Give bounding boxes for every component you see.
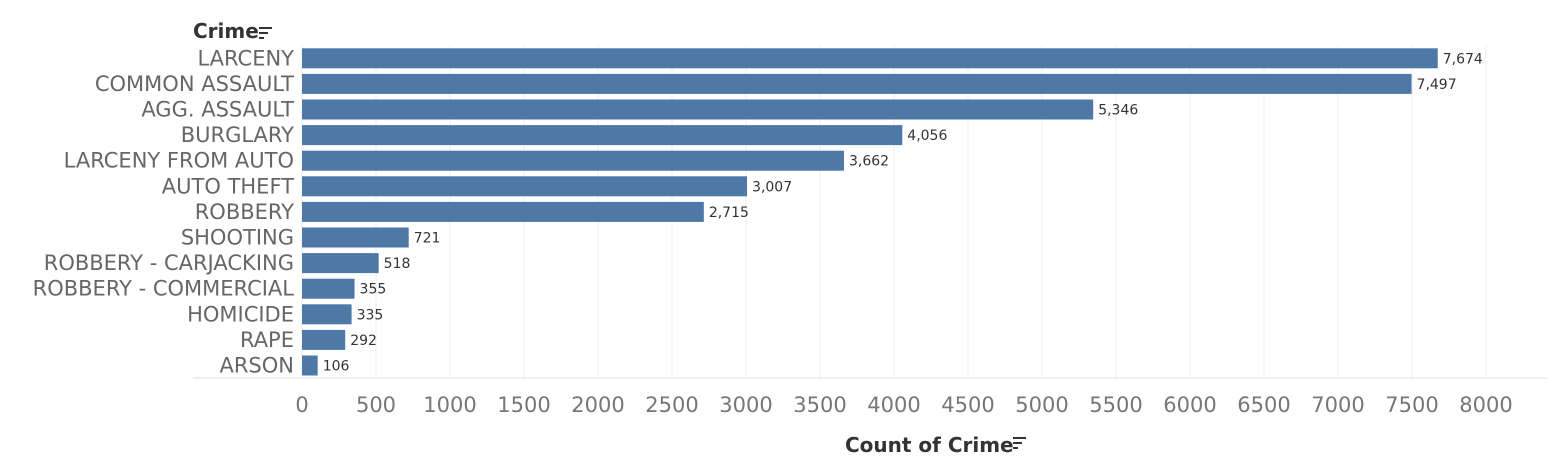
- x-tick-label: 7500: [1385, 393, 1438, 417]
- sort-descending-icon[interactable]: [1013, 437, 1026, 449]
- x-tick-label: 3500: [793, 393, 846, 417]
- category-label[interactable]: LARCENY: [197, 46, 294, 70]
- x-tick-label: 5500: [1089, 393, 1142, 417]
- bar[interactable]: [302, 73, 1412, 94]
- category-label[interactable]: BURGLARY: [181, 123, 294, 147]
- bar[interactable]: [302, 176, 748, 197]
- bar[interactable]: [302, 253, 379, 274]
- bar[interactable]: [302, 329, 346, 350]
- data-label: 7,497: [1417, 77, 1457, 93]
- category-label[interactable]: ARSON: [219, 354, 294, 378]
- category-label[interactable]: HOMICIDE: [187, 302, 294, 326]
- x-axis-ticks: 0 500 1000 1500 2000 2500 3000 3500 4000 4500 5000…: [295, 393, 1512, 417]
- x-axis-title[interactable]: Count of Crime: [845, 433, 1014, 457]
- category-label[interactable]: ROBBERY - CARJACKING: [44, 251, 294, 275]
- category-label[interactable]: SHOOTING: [181, 226, 294, 250]
- category-label[interactable]: COMMON ASSAULT: [95, 72, 294, 96]
- category-label[interactable]: AGG. ASSAULT: [141, 98, 294, 122]
- data-label: 106: [323, 359, 350, 375]
- data-label: 355: [360, 282, 387, 298]
- x-tick-label: 500: [356, 393, 396, 417]
- x-tick-label: 8000: [1459, 393, 1512, 417]
- bar[interactable]: [302, 48, 1438, 69]
- x-tick-label: 2500: [645, 393, 698, 417]
- category-label[interactable]: AUTO THEFT: [162, 174, 294, 198]
- bar[interactable]: [302, 99, 1094, 120]
- data-label: 4,056: [907, 128, 947, 144]
- category-label[interactable]: ROBBERY - COMMERCIAL: [33, 277, 295, 301]
- data-label: 721: [414, 231, 441, 247]
- bar[interactable]: [302, 304, 352, 325]
- bar[interactable]: [302, 278, 355, 299]
- x-tick-label: 1500: [497, 393, 550, 417]
- x-tick-label: 1000: [423, 393, 476, 417]
- data-label: 5,346: [1098, 103, 1138, 119]
- bar[interactable]: [302, 125, 903, 146]
- data-label: 3,007: [752, 179, 792, 195]
- x-tick-label: 0: [295, 393, 308, 417]
- data-label: 518: [384, 256, 411, 272]
- data-label: 335: [357, 307, 384, 323]
- x-tick-label: 4500: [941, 393, 994, 417]
- row-header-title[interactable]: Crime: [193, 19, 259, 43]
- bar[interactable]: [302, 150, 844, 171]
- x-tick-label: 7000: [1311, 393, 1364, 417]
- data-label: 292: [350, 333, 377, 349]
- category-label[interactable]: RAPE: [240, 328, 294, 352]
- bar[interactable]: [302, 355, 318, 376]
- bars: [302, 48, 1438, 376]
- category-label[interactable]: LARCENY FROM AUTO: [64, 149, 294, 173]
- x-tick-label: 6500: [1237, 393, 1290, 417]
- bar[interactable]: [302, 201, 704, 222]
- category-label[interactable]: ROBBERY: [195, 200, 294, 224]
- x-tick-label: 4000: [867, 393, 920, 417]
- data-label: 2,715: [709, 205, 749, 221]
- data-label: 3,662: [849, 154, 889, 170]
- bar[interactable]: [302, 227, 409, 248]
- x-tick-label: 3000: [719, 393, 772, 417]
- x-tick-label: 6000: [1163, 393, 1216, 417]
- x-tick-label: 2000: [571, 393, 624, 417]
- data-label: 7,674: [1443, 51, 1483, 67]
- sort-descending-icon[interactable]: [259, 27, 272, 39]
- x-tick-label: 5000: [1015, 393, 1068, 417]
